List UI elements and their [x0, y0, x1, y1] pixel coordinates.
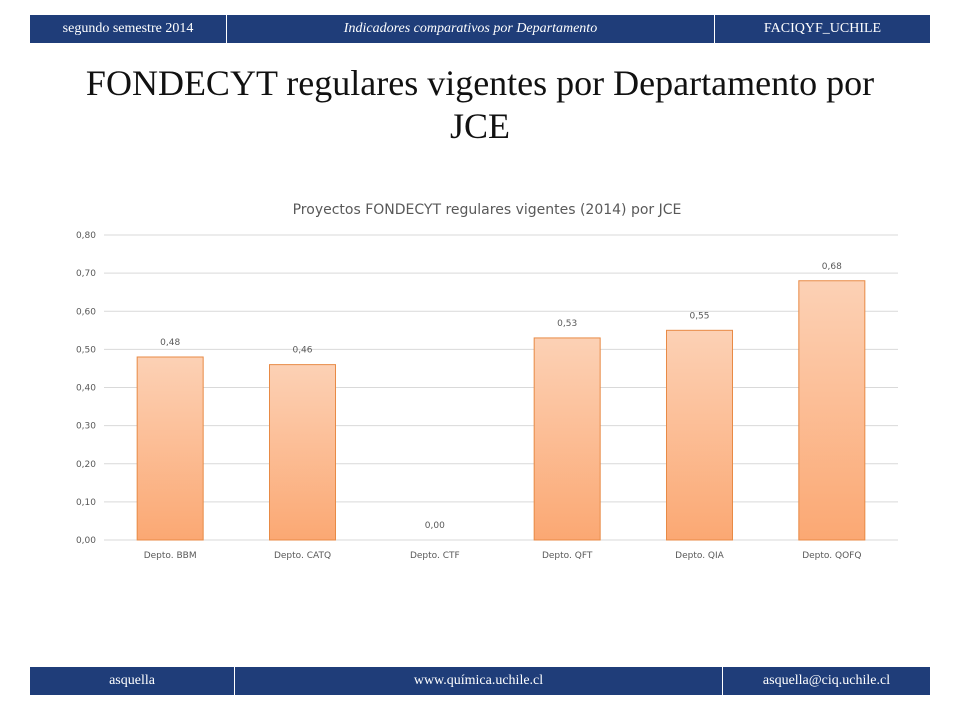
- bar: [533, 337, 601, 541]
- y-tick-label: 0,40: [76, 384, 96, 394]
- data-label: 0,53: [557, 319, 577, 329]
- bar: [798, 280, 866, 541]
- y-tick-label: 0,70: [76, 269, 96, 279]
- footer-website-link[interactable]: www.química.uchile.cl: [234, 667, 722, 695]
- x-tick-label: Depto. QFT: [542, 551, 593, 561]
- y-tick-label: 0,80: [76, 231, 96, 241]
- data-label: 0,68: [822, 262, 842, 272]
- data-label: 0,55: [689, 311, 709, 321]
- y-tick-label: 0,20: [76, 460, 96, 470]
- header-faculty: FACIQYF_UCHILE: [714, 15, 930, 43]
- footer-strip: asquella www.química.uchile.cl asquella@…: [30, 667, 930, 695]
- footer-email-link[interactable]: asquella@ciq.uchile.cl: [722, 667, 930, 695]
- bar: [136, 356, 204, 541]
- bar: [269, 364, 336, 541]
- y-tick-label: 0,10: [76, 498, 96, 508]
- y-tick-label: 0,30: [76, 422, 96, 432]
- x-tick-label: Depto. QIA: [675, 551, 725, 561]
- footer-author: asquella: [109, 673, 155, 688]
- header-strip: segundo semestre 2014 Indicadores compar…: [30, 15, 930, 43]
- slide-title: FONDECYT regulares vigentes por Departam…: [85, 63, 875, 146]
- data-label: 0,48: [160, 338, 180, 348]
- y-tick-label: 0,00: [76, 536, 96, 546]
- header-semester: segundo semestre 2014: [62, 21, 194, 36]
- header-subject: Indicadores comparativos por Departament…: [226, 15, 714, 43]
- chart-title: Proyectos FONDECYT regulares vigentes (2…: [293, 202, 682, 218]
- x-tick-label: Depto. QOFQ: [802, 551, 861, 561]
- y-tick-label: 0,50: [76, 345, 96, 355]
- x-tick-label: Depto. CATQ: [274, 551, 331, 561]
- data-label: 0,00: [425, 521, 445, 531]
- data-label: 0,46: [292, 346, 312, 356]
- x-tick-label: Depto. CTF: [410, 551, 460, 561]
- x-tick-label: Depto. BBM: [144, 551, 197, 561]
- y-tick-label: 0,60: [76, 307, 96, 317]
- bar: [666, 329, 733, 541]
